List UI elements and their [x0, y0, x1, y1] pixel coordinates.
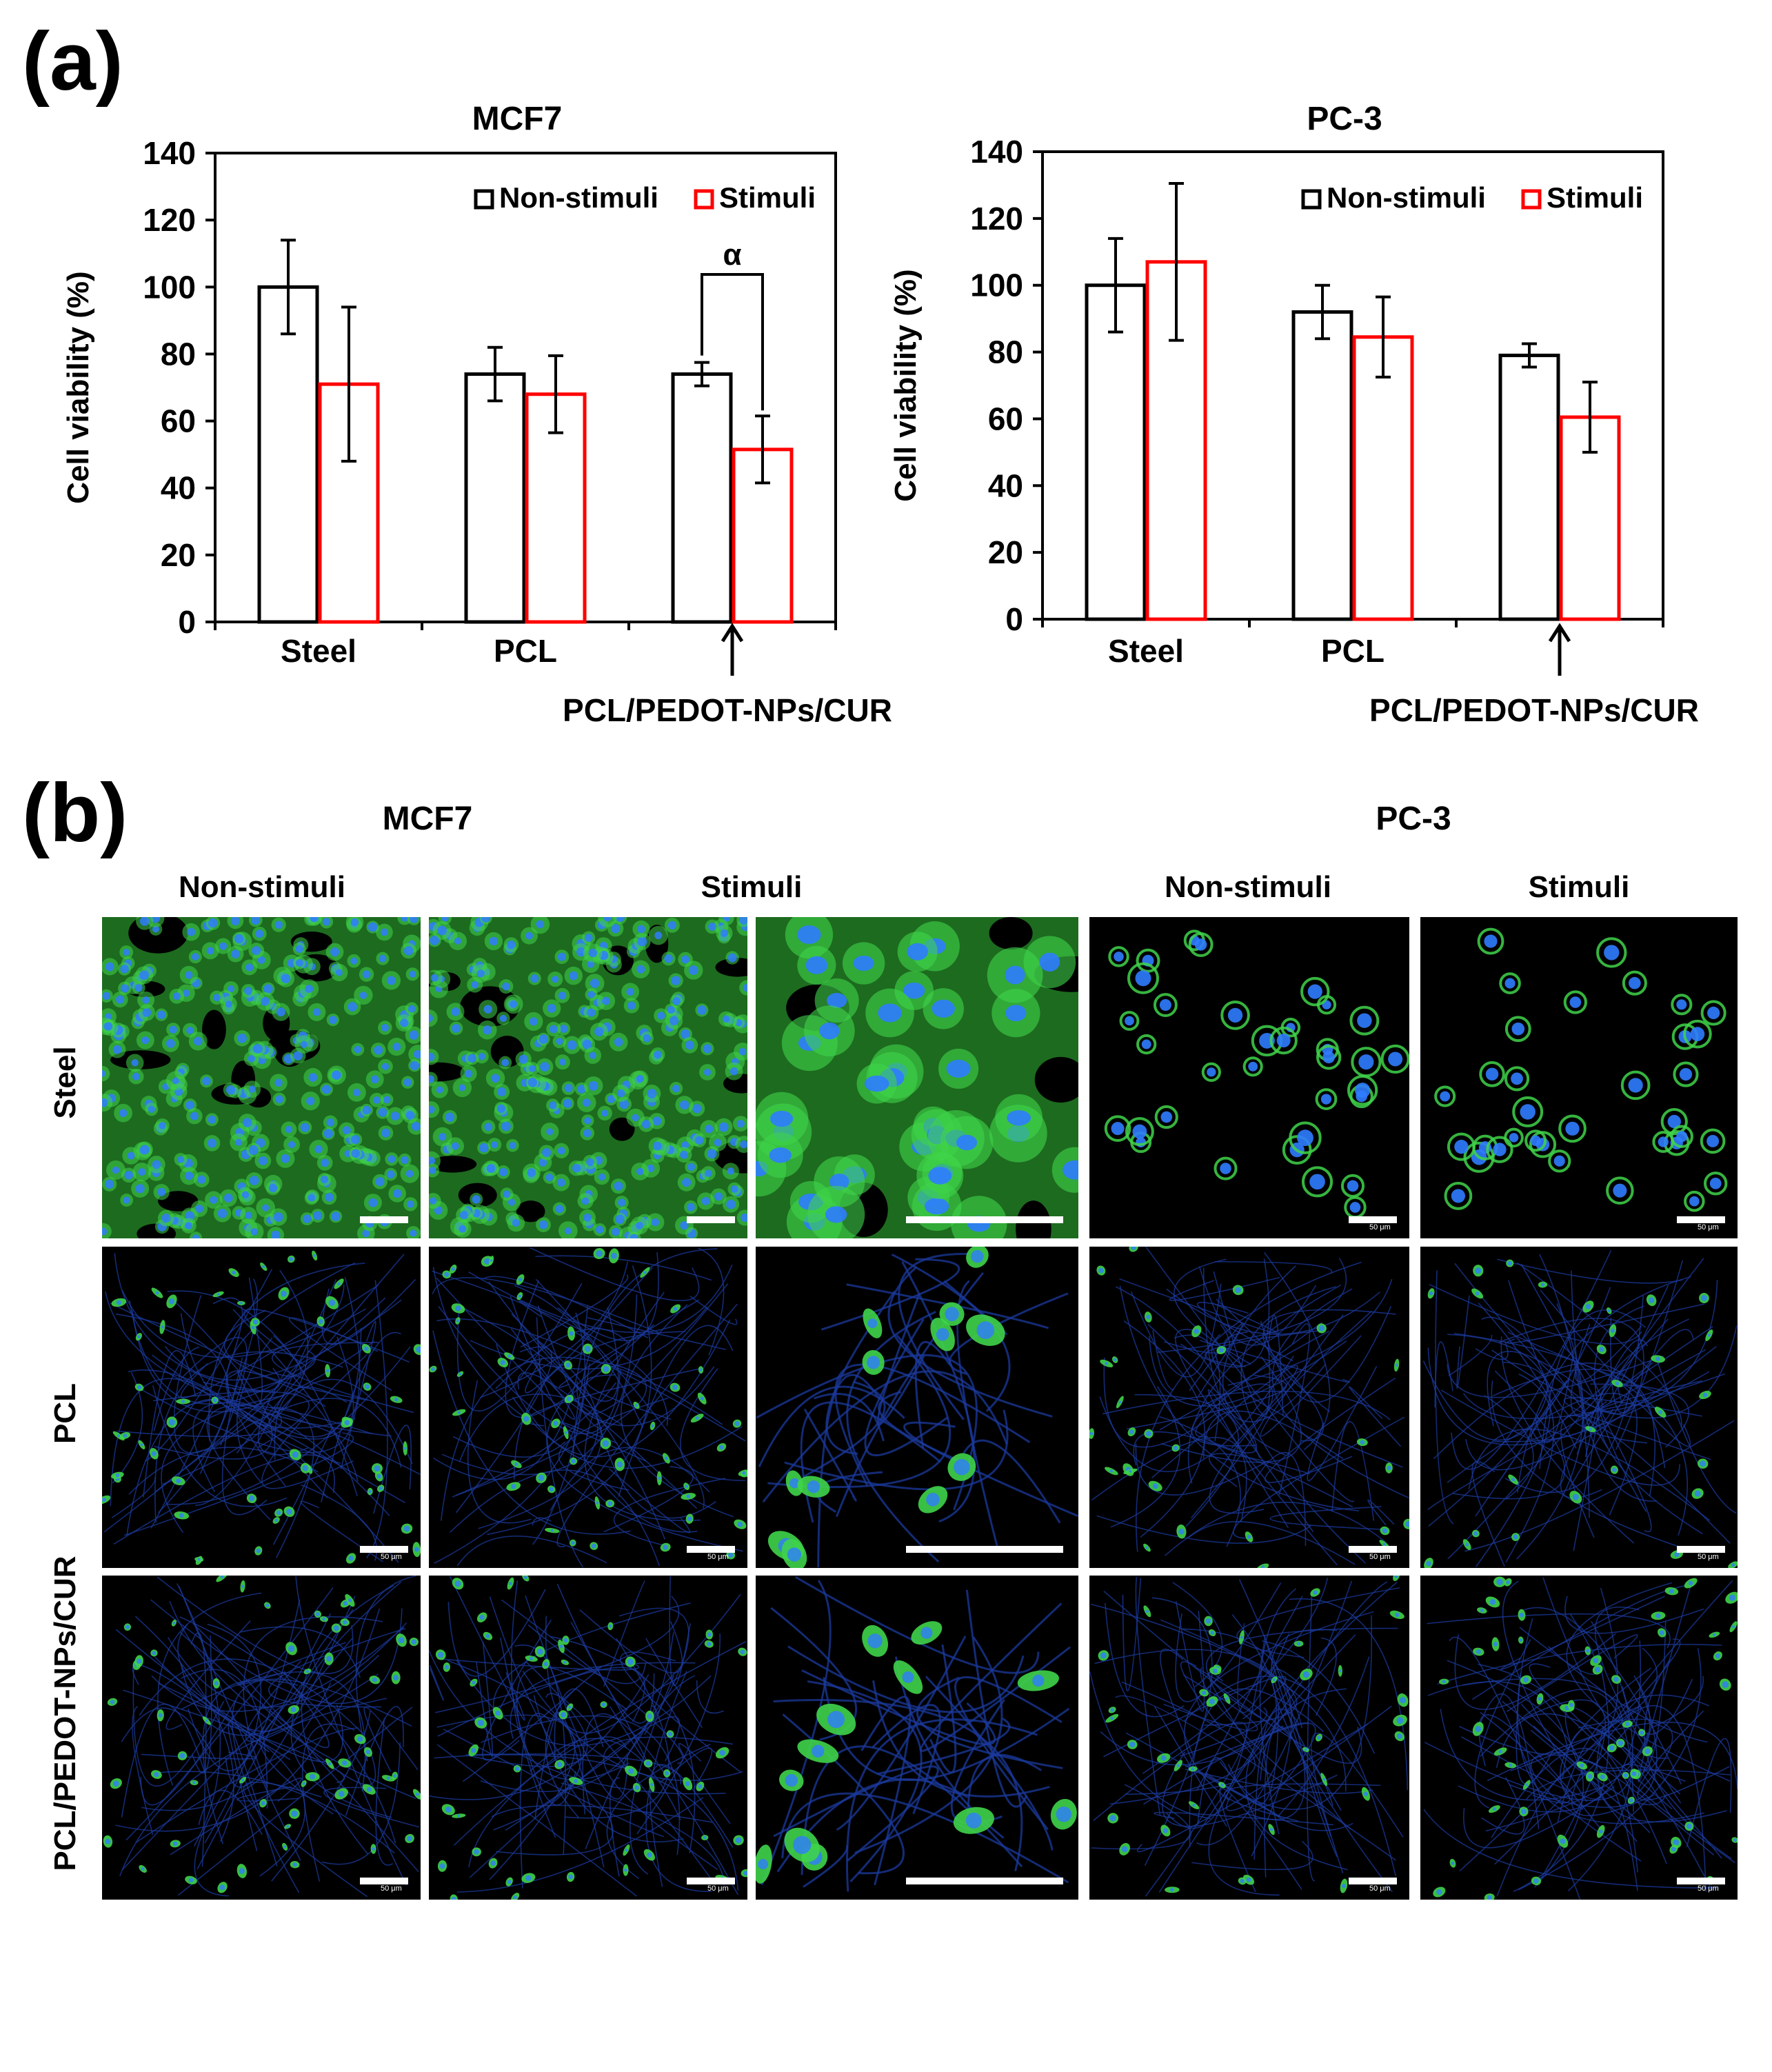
micro-title-mcf7: MCF7: [382, 801, 473, 837]
chart0-legend-swatch-1: [694, 189, 714, 210]
chart0-y-tick-label: 0: [178, 604, 196, 640]
micrograph-pcl-pedot-nps-cur-col1: 50 μm: [102, 1576, 421, 1900]
chart0-y-tick-label: 120: [143, 202, 196, 238]
chart1-x-tick-label: PCL: [1321, 633, 1385, 669]
chart0-bar-non-stimuli-1: [464, 372, 526, 624]
chart0-x-tick-label: PCL/PEDOT-NPs/CUR: [563, 692, 892, 728]
chart0-y-tick-label: 80: [161, 336, 196, 372]
micrograph-pcl-col3: [756, 1247, 1078, 1568]
micrograph-pcl-pedot-nps-cur-col2: 50 μm: [429, 1576, 747, 1900]
micrograph-pcl-pedot-nps-cur-col4: 50 μm: [1089, 1576, 1409, 1900]
micrograph-steel-col3: [756, 917, 1078, 1238]
chart1-y-tick-label: 20: [988, 534, 1023, 570]
chart0-x-tick-label: PCL: [494, 633, 557, 669]
micrograph-pcl-col1: 50 μm: [102, 1247, 421, 1568]
chart1-bar-non-stimuli-2: [1498, 353, 1560, 621]
chart1-bar-stimuli-1: [1352, 335, 1414, 621]
scale-bar-label: 50 μm: [381, 1884, 402, 1893]
chart1-category-arrow-head: [1548, 623, 1571, 643]
chart1-y-tick-label: 80: [988, 334, 1023, 370]
micrograph-steel-col5: 50 μm: [1420, 917, 1738, 1238]
panel-a-label: (a): [22, 15, 123, 108]
col-header-mcf7-nonstimuli: Non-stimuli: [179, 870, 345, 904]
micrograph-steel-col1: [102, 917, 421, 1238]
chart0-y-axis-label: Cell viability (%): [61, 271, 95, 503]
chart1-legend-swatch-0: [1301, 189, 1322, 210]
chart0-title: MCF7: [472, 101, 563, 137]
chart1-legend-label-1: Stimuli: [1547, 181, 1643, 214]
chart1-y-tick-label: 100: [970, 268, 1023, 303]
chart1-x-tick-label: Steel: [1108, 633, 1184, 669]
col-header-pc3-nonstimuli: Non-stimuli: [1165, 870, 1331, 904]
micrograph-pcl-pedot-nps-cur-col5: 50 μm: [1420, 1576, 1738, 1900]
scale-bar-label: 50 μm: [1698, 1223, 1719, 1231]
chart1-y-tick-label: 140: [970, 134, 1023, 170]
chart0-y-tick-label: 140: [143, 135, 196, 171]
chart0-category-arrow-head: [721, 623, 744, 643]
col-header-pc3-stimuli: Stimuli: [1528, 870, 1630, 904]
chart1-x-tick-label: PCL/PEDOT-NPs/CUR: [1369, 692, 1699, 728]
chart1-y-tick-label: 40: [988, 467, 1023, 503]
chart0-bar-non-stimuli-0: [257, 285, 319, 624]
micrograph-pcl-pedot-nps-cur-col3: [756, 1576, 1078, 1900]
panel-b-label: (b): [22, 767, 128, 859]
micrograph-steel-col4: 50 μm: [1089, 917, 1409, 1238]
viability-charts: MCF7 Cell viability (%) 0 20 40 60 80 100 120 140…: [61, 101, 1699, 728]
micrograph-pcl-col4: 50 μm: [1089, 1247, 1409, 1568]
scale-bar-label: 50 μm: [1369, 1884, 1391, 1893]
chart0-x-tick-label: Steel: [281, 633, 356, 669]
scale-bar-label: 50 μm: [1369, 1223, 1391, 1231]
chart0-bar-non-stimuli-2: [671, 372, 733, 624]
micrograph-pcl-col2: 50 μm: [429, 1247, 747, 1568]
scale-bar-label: 50 μm: [381, 1553, 402, 1561]
chart1-title: PC-3: [1307, 101, 1382, 137]
chart1-bar-non-stimuli-1: [1291, 310, 1353, 621]
chart0-legend-label-0: Non-stimuli: [499, 181, 658, 214]
chart1-y-axis-label: Cell viability (%): [889, 269, 923, 501]
scale-bar-label: 50 μm: [707, 1553, 729, 1561]
chart1-legend-label-0: Non-stimuli: [1327, 181, 1486, 214]
chart0-y-tick-label: 100: [143, 269, 196, 305]
col-header-mcf7-stimuli: Stimuli: [701, 870, 803, 904]
chart0-legend-label-1: Stimuli: [719, 181, 816, 214]
chart0-legend-swatch-0: [474, 189, 494, 210]
row-label-steel: Steel: [48, 1046, 82, 1119]
scale-bar-label: 50 μm: [1698, 1884, 1719, 1893]
chart1-y-tick-label: 0: [1005, 601, 1023, 637]
chart0-y-tick-label: 60: [161, 403, 196, 439]
micrograph-pcl-col5: 50 μm: [1420, 1247, 1738, 1568]
scale-bar-label: 50 μm: [1698, 1553, 1719, 1561]
chart0-significance-bracket: [701, 273, 764, 411]
micro-title-pc3: PC-3: [1376, 801, 1451, 837]
scale-bar-label: 50 μm: [707, 1884, 729, 1893]
row-label-pcl-pedot-nps-cur: PCL/PEDOT-NPs/CUR: [48, 1556, 82, 1871]
chart1-legend-swatch-1: [1521, 189, 1542, 210]
chart1-bar-non-stimuli-0: [1085, 283, 1147, 621]
scale-bar-label: 50 μm: [1369, 1553, 1391, 1561]
chart0-y-tick-label: 40: [161, 470, 196, 506]
chart1-y-tick-label: 60: [988, 401, 1023, 436]
chart1-y-tick-label: 120: [970, 201, 1023, 237]
micrograph-steel-col2: [429, 917, 747, 1238]
chart0-significance-label: α: [723, 238, 741, 272]
chart0-y-tick-label: 20: [161, 537, 196, 573]
